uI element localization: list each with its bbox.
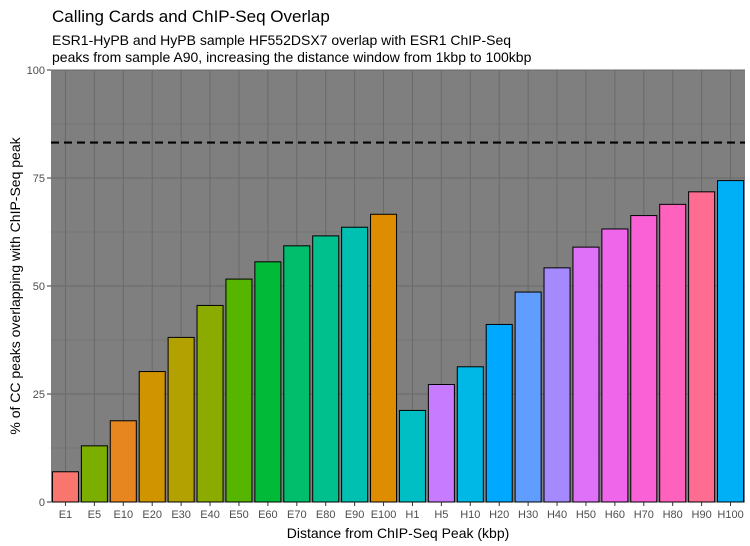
- bar-E80: [312, 235, 340, 503]
- x-tick-label: H20: [489, 509, 509, 521]
- y-tick-label: 50: [33, 281, 45, 293]
- x-tick-label: E1: [59, 509, 72, 521]
- bar-H1: [398, 409, 426, 503]
- x-tick-label: H100: [717, 509, 743, 521]
- y-axis-title: % of CC peaks overlapping with ChIP-Seq …: [7, 136, 23, 434]
- x-tick-label: E40: [200, 509, 220, 521]
- x-tick-label: E70: [287, 509, 307, 521]
- bar-E10: [109, 420, 137, 503]
- bar-H60: [601, 228, 629, 503]
- chart-title: Calling Cards and ChIP-Seq Overlap: [52, 7, 330, 26]
- bar-E50: [225, 278, 253, 503]
- bar-E30: [167, 336, 195, 503]
- bar-H80: [659, 203, 687, 503]
- x-tick-label: H30: [518, 509, 538, 521]
- bar-H20: [485, 323, 513, 503]
- x-tick-label: H5: [434, 509, 448, 521]
- bar-E60: [254, 261, 282, 503]
- subtitle-line-2: peaks from sample A90, increasing the di…: [52, 49, 532, 65]
- y-tick-label: 100: [27, 65, 45, 77]
- x-tick-label: E10: [114, 509, 134, 521]
- x-tick-label: H70: [634, 509, 654, 521]
- bar-H5: [427, 383, 455, 503]
- bar-E5: [80, 445, 108, 503]
- x-tick-label: E5: [88, 509, 101, 521]
- x-axis-ticks: E1 E5 E10 E20 E30 E40 E50 E60 E70 E80 E90 E100 H1 H5 H…: [59, 502, 744, 521]
- x-tick-label: H50: [576, 509, 596, 521]
- x-tick-label: H40: [547, 509, 567, 521]
- x-tick-label: E60: [258, 509, 278, 521]
- x-tick-label: H60: [605, 509, 625, 521]
- bar-E40: [196, 304, 224, 503]
- x-tick-label: H80: [663, 509, 683, 521]
- x-axis-title: Distance from ChIP-Seq Peak (kbp): [287, 525, 510, 541]
- chart-subtitle: ESR1-HyPB and HyPB sample HF552DSX7 over…: [52, 32, 531, 66]
- subtitle-line-1: ESR1-HyPB and HyPB sample HF552DSX7 over…: [52, 32, 512, 48]
- bar-H10: [456, 366, 484, 503]
- y-tick-label: 25: [33, 389, 45, 401]
- bar-E1: [51, 471, 79, 503]
- bar-H100: [717, 180, 745, 503]
- x-tick-label: H90: [692, 509, 712, 521]
- x-tick-label: E30: [171, 509, 191, 521]
- x-tick-label: E80: [316, 509, 336, 521]
- y-tick-label: 0: [39, 497, 45, 509]
- bar-H70: [630, 215, 658, 503]
- bar-E20: [138, 371, 166, 503]
- bar-H30: [514, 291, 542, 503]
- y-tick-label: 75: [33, 173, 45, 185]
- bar-E70: [283, 245, 311, 503]
- x-tick-label: E20: [142, 509, 162, 521]
- bar-E90: [341, 226, 369, 503]
- bars: [51, 180, 745, 503]
- bar-E100: [370, 213, 398, 503]
- x-tick-label: E50: [229, 509, 249, 521]
- y-axis-ticks: 0 25 50 75 100: [27, 65, 51, 509]
- x-tick-label: H10: [460, 509, 480, 521]
- x-tick-label: E100: [371, 509, 397, 521]
- x-tick-label: E90: [345, 509, 365, 521]
- bar-H90: [688, 191, 716, 503]
- bar-H50: [572, 246, 600, 503]
- x-tick-label: H1: [405, 509, 419, 521]
- bar-H40: [543, 267, 571, 503]
